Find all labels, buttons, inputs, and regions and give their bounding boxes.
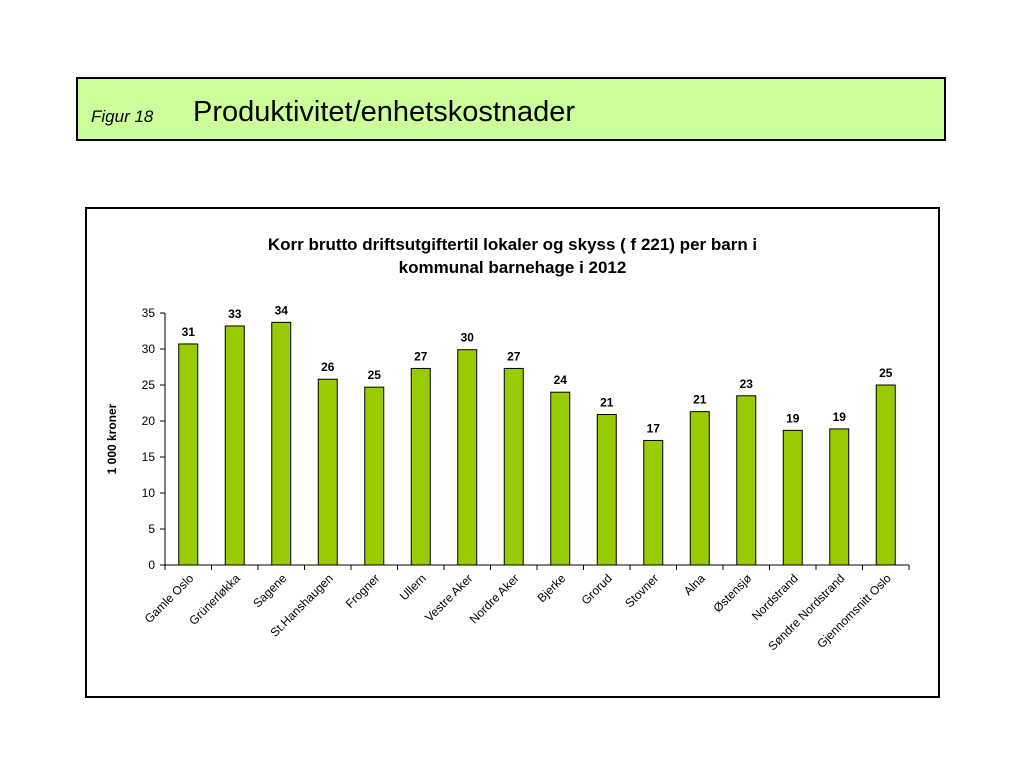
x-tick-label: Nordre Aker <box>467 571 522 626</box>
y-tick-label: 10 <box>142 486 156 500</box>
bar-11 <box>689 411 710 566</box>
x-tick-label: Sagene <box>250 571 289 610</box>
bar-1 <box>224 325 245 566</box>
data-label: 27 <box>414 349 428 363</box>
figure-title: Produktivitet/enhetskostnader <box>193 96 576 128</box>
data-label: 27 <box>507 349 521 363</box>
figure-header: Figur 18 Produktivitet/enhetskostnader <box>76 77 946 141</box>
data-label: 17 <box>647 421 661 435</box>
chart-title-line-2: kommunal barnehage i 2012 <box>398 258 627 277</box>
bar-7 <box>503 367 524 566</box>
data-label: 34 <box>275 303 289 317</box>
data-label: 19 <box>786 411 800 425</box>
bar-0 <box>178 343 199 566</box>
y-tick-label: 30 <box>142 342 156 356</box>
chart-frame: Korr brutto driftsutgiftertil lokaler og… <box>85 207 940 698</box>
data-label: 31 <box>182 325 196 339</box>
bar-14 <box>829 428 850 566</box>
bar-15 <box>875 384 896 566</box>
data-label: 30 <box>461 331 475 345</box>
y-tick-label: 15 <box>142 450 156 464</box>
data-label: 25 <box>368 368 382 382</box>
y-tick-label: 20 <box>142 414 156 428</box>
bar-4 <box>364 386 385 566</box>
data-label: 24 <box>554 373 568 387</box>
y-tick-label: 25 <box>142 378 156 392</box>
data-label: 21 <box>693 393 707 407</box>
bar-6 <box>457 349 478 566</box>
bar-3 <box>317 378 338 566</box>
x-tick-label: Grünerløkka <box>186 571 243 628</box>
y-tick-label: 0 <box>148 558 155 572</box>
data-label: 21 <box>600 396 614 410</box>
data-label: 19 <box>833 410 847 424</box>
x-tick-label: Frogner <box>343 571 383 611</box>
x-tick-label: Grorud <box>579 571 615 607</box>
bar-12 <box>736 395 757 566</box>
figure-label: Figur 18 <box>91 107 154 126</box>
x-tick-label: Østensjø <box>711 571 755 615</box>
data-label: 26 <box>321 360 335 374</box>
data-label: 25 <box>879 366 893 380</box>
bar-10 <box>643 439 664 566</box>
bar-2 <box>271 321 292 566</box>
y-tick-label: 5 <box>148 522 155 536</box>
data-label: 23 <box>740 377 754 391</box>
x-tick-label: Ullern <box>397 571 429 603</box>
y-tick-label: 35 <box>142 306 156 320</box>
y-axis-title: 1 000 kroner <box>105 403 119 474</box>
x-tick-label: Bjerke <box>534 571 568 605</box>
bar-13 <box>782 429 803 566</box>
bar-5 <box>410 367 431 566</box>
bar-8 <box>550 391 571 566</box>
x-tick-label: Stovner <box>622 571 661 610</box>
bar-9 <box>596 414 617 566</box>
chart-title: Korr brutto driftsutgiftertil lokaler og… <box>87 233 938 279</box>
data-label: 33 <box>228 307 242 321</box>
x-tick-label: Alna <box>681 571 708 598</box>
chart-title-line-1: Korr brutto driftsutgiftertil lokaler og… <box>267 235 758 254</box>
